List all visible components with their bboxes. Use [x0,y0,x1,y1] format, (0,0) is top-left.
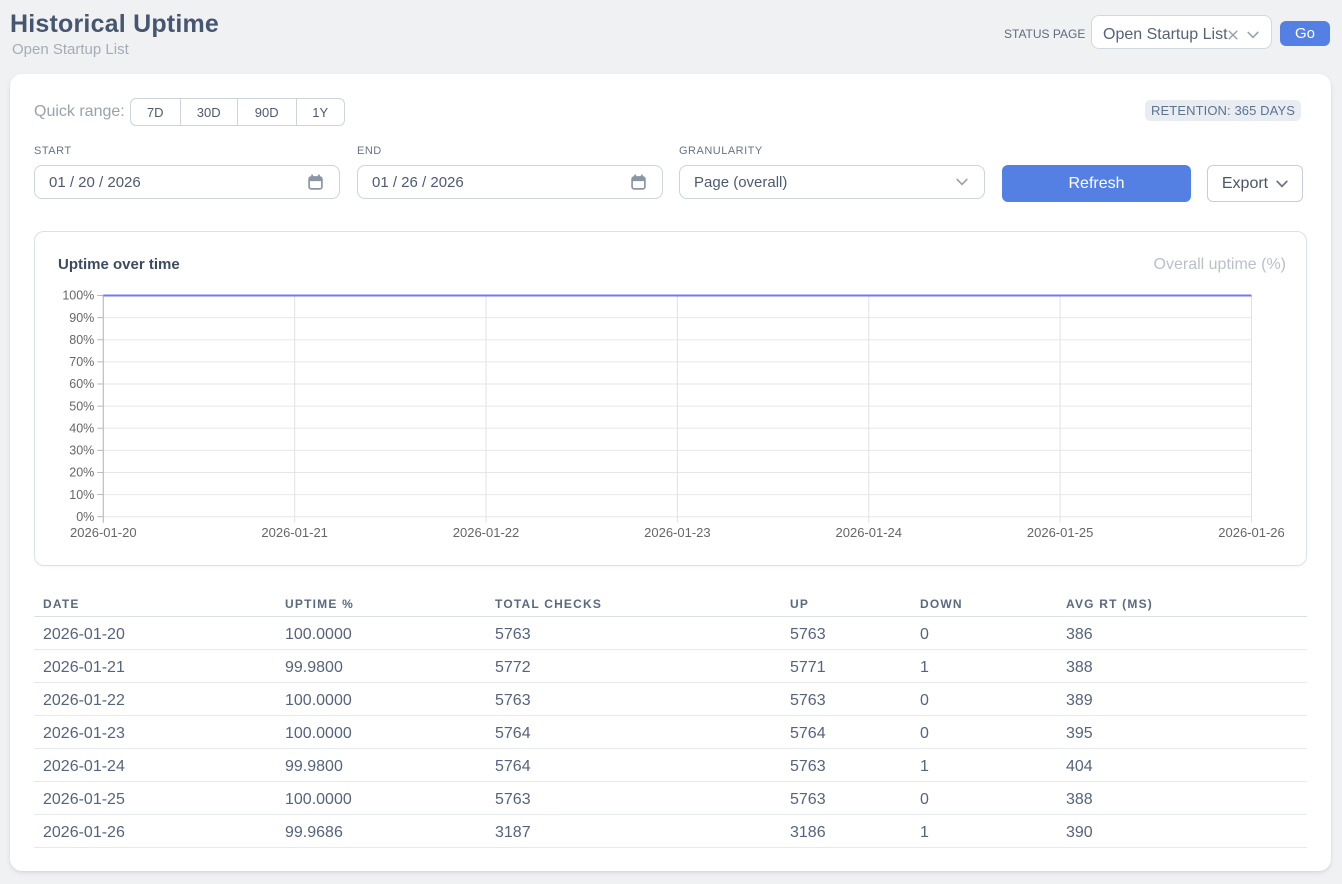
svg-text:2026-01-24: 2026-01-24 [836,525,903,540]
svg-text:80%: 80% [69,333,94,347]
svg-text:0%: 0% [76,510,94,524]
svg-text:40%: 40% [69,421,94,435]
svg-text:2026-01-23: 2026-01-23 [644,525,711,540]
svg-text:90%: 90% [69,311,94,325]
svg-text:50%: 50% [69,399,94,413]
svg-text:2026-01-21: 2026-01-21 [261,525,328,540]
svg-text:100%: 100% [62,289,94,303]
svg-text:2026-01-25: 2026-01-25 [1027,525,1094,540]
svg-text:2026-01-20: 2026-01-20 [70,525,136,540]
svg-text:30%: 30% [69,444,94,458]
svg-text:2026-01-22: 2026-01-22 [453,525,520,540]
svg-text:10%: 10% [69,488,94,502]
svg-text:2026-01-26: 2026-01-26 [1218,525,1284,540]
svg-text:70%: 70% [69,355,94,369]
svg-text:20%: 20% [69,466,94,480]
svg-text:60%: 60% [69,377,94,391]
